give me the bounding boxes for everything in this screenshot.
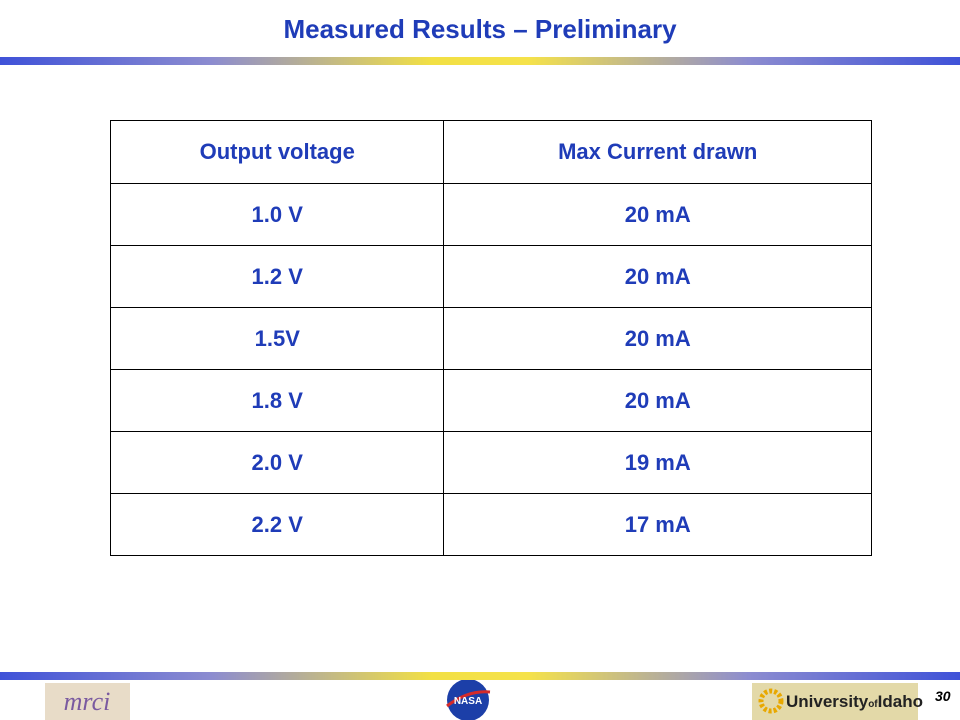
table-cell: 2.2 V: [109, 493, 445, 556]
ui-logo-part: University: [786, 692, 869, 711]
ui-sun: [758, 688, 784, 714]
slide-title: Measured Results – Preliminary: [283, 14, 677, 44]
table-cell: 1.2 V: [109, 245, 445, 308]
nasa-logo: NASA: [454, 696, 482, 707]
table-row: 1.8 V 20 mA: [109, 369, 872, 432]
table-cell: 1.5V: [109, 307, 445, 370]
table-cell: 20 mA: [443, 369, 872, 432]
table-row: 1.0 V 20 mA: [109, 183, 872, 246]
footer-logos: mrci NASA UniversityofIdaho 30: [45, 680, 951, 720]
mrci-logo: mrci: [64, 687, 111, 716]
table-row: 1.2 V 20 mA: [109, 245, 872, 308]
table-cell: 20 mA: [443, 245, 872, 308]
table-row: 1.5V 20 mA: [109, 307, 872, 370]
column-header: Output voltage: [109, 120, 445, 184]
table-cell: 20 mA: [443, 307, 872, 370]
header-row: Output voltage Max Current drawn: [109, 120, 872, 184]
ui-logo-part: of: [868, 699, 878, 710]
table-cell: 20 mA: [443, 183, 872, 246]
nasa-swoosh: [446, 690, 491, 708]
table-cell: 19 mA: [443, 431, 872, 494]
mrci-logo-bg: [45, 683, 130, 720]
table-row: 2.2 V 17 mA: [109, 493, 872, 556]
column-header: Max Current drawn: [443, 120, 872, 184]
title-bar: [0, 57, 960, 65]
page-number: 30: [935, 688, 951, 704]
table-cell: 2.0 V: [109, 431, 445, 494]
table-cell: 1.8 V: [109, 369, 445, 432]
table-cell: 17 mA: [443, 493, 872, 556]
ui-logo: UniversityofIdaho: [786, 692, 923, 711]
ui-logo-part: Idaho: [878, 692, 923, 711]
table-cell: 1.0 V: [109, 183, 445, 246]
nasa-logo-bg: [447, 680, 489, 720]
results-table: Output voltage Max Current drawn 1.0 V 20 m…: [109, 120, 872, 556]
footer-bar: [0, 672, 960, 680]
table-row: 2.0 V 19 mA: [109, 431, 872, 494]
